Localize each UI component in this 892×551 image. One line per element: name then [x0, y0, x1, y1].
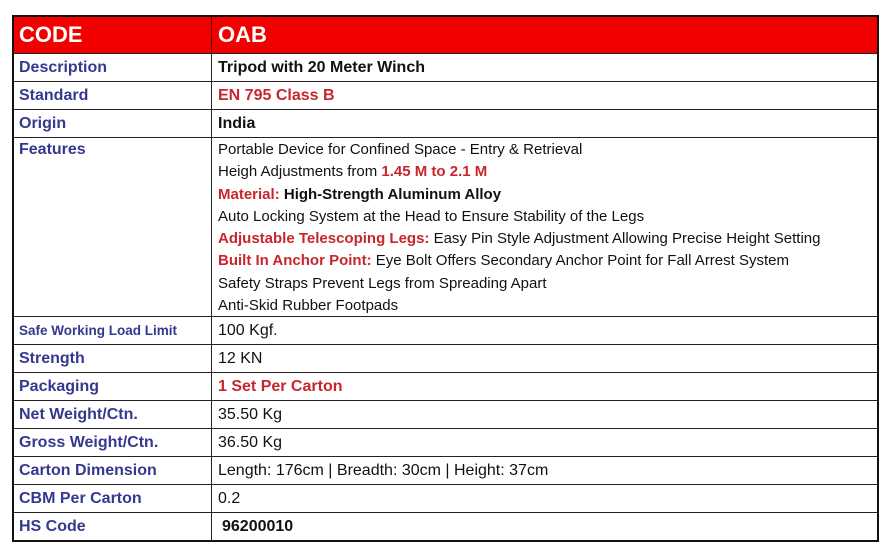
row-strength: Strength 12 KN	[14, 344, 877, 372]
feature-line: Adjustable Telescoping Legs: Easy Pin St…	[218, 228, 877, 250]
feature-text: High-Strength Aluminum Alloy	[279, 185, 502, 203]
row-features: Features Portable Device for Confined Sp…	[14, 137, 877, 316]
feature-line: Safety Straps Prevent Legs from Spreadin…	[218, 273, 877, 295]
row-description: Description Tripod with 20 Meter Winch	[14, 53, 877, 81]
row-label: Features	[14, 138, 212, 316]
row-hs-code: HS Code 96200010	[14, 512, 877, 540]
row-value: Length: 176cm | Breadth: 30cm | Height: …	[218, 461, 549, 479]
row-cbm: CBM Per Carton 0.2	[14, 484, 877, 512]
header-value: OAB	[218, 22, 267, 47]
row-value: 1 Set Per Carton	[218, 377, 343, 395]
row-net-weight: Net Weight/Ctn. 35.50 Kg	[14, 400, 877, 428]
feature-line: Heigh Adjustments from 1.45 M to 2.1 M	[218, 161, 877, 183]
row-value: Tripod with 20 Meter Winch	[218, 58, 425, 76]
row-label: CBM Per Carton	[14, 485, 212, 512]
row-value: 36.50 Kg	[218, 433, 283, 451]
features-list: Portable Device for Confined Space - Ent…	[212, 138, 877, 316]
feature-text: Heigh Adjustments from	[218, 163, 382, 181]
row-value: 35.50 Kg	[218, 405, 283, 423]
row-label: Description	[14, 54, 212, 81]
feature-highlight: Material:	[218, 185, 280, 203]
row-label: Packaging	[14, 373, 212, 400]
feature-line: Auto Locking System at the Head to Ensur…	[218, 206, 877, 228]
feature-text: Safety Straps Prevent Legs from Spreadin…	[218, 274, 547, 292]
row-label: Standard	[14, 82, 212, 109]
row-value: 96200010	[222, 517, 294, 535]
header-label: CODE	[14, 17, 212, 53]
row-value: India	[218, 114, 256, 132]
feature-highlight: Adjustable Telescoping Legs:	[218, 230, 430, 248]
row-value: 12 KN	[218, 349, 263, 367]
row-label: HS Code	[14, 513, 212, 540]
row-label: Safe Working Load Limit	[14, 317, 212, 344]
row-label: Gross Weight/Ctn.	[14, 429, 212, 456]
row-label: Net Weight/Ctn.	[14, 401, 212, 428]
row-value: EN 795 Class B	[218, 86, 335, 104]
feature-line: Portable Device for Confined Space - Ent…	[218, 139, 877, 161]
feature-line: Anti-Skid Rubber Footpads	[218, 295, 877, 317]
row-value: 100 Kgf.	[218, 321, 278, 339]
product-spec-table: CODE OAB Description Tripod with 20 Mete…	[12, 15, 879, 542]
feature-highlight: 1.45 M to 2.1 M	[381, 163, 488, 181]
feature-text: Auto Locking System at the Head to Ensur…	[218, 207, 645, 225]
row-safe-working-load: Safe Working Load Limit 100 Kgf.	[14, 316, 877, 344]
feature-text: Eye Bolt Offers Secondary Anchor Point f…	[371, 252, 789, 270]
feature-text: Portable Device for Confined Space - Ent…	[218, 141, 583, 158]
row-origin: Origin India	[14, 109, 877, 137]
row-carton-dimension: Carton Dimension Length: 176cm | Breadth…	[14, 456, 877, 484]
row-packaging: Packaging 1 Set Per Carton	[14, 372, 877, 400]
row-label: Origin	[14, 110, 212, 137]
row-standard: Standard EN 795 Class B	[14, 81, 877, 109]
row-value: 0.2	[218, 489, 241, 507]
header-row: CODE OAB	[14, 17, 877, 53]
row-label: Strength	[14, 345, 212, 372]
feature-text: Easy Pin Style Adjustment Allowing Preci…	[429, 230, 821, 248]
feature-line: Material: High-Strength Aluminum Alloy	[218, 184, 877, 206]
feature-text: Anti-Skid Rubber Footpads	[218, 297, 399, 315]
row-gross-weight: Gross Weight/Ctn. 36.50 Kg	[14, 428, 877, 456]
feature-line: Built In Anchor Point: Eye Bolt Offers S…	[218, 250, 877, 272]
row-label: Carton Dimension	[14, 457, 212, 484]
feature-highlight: Built In Anchor Point:	[218, 252, 372, 270]
